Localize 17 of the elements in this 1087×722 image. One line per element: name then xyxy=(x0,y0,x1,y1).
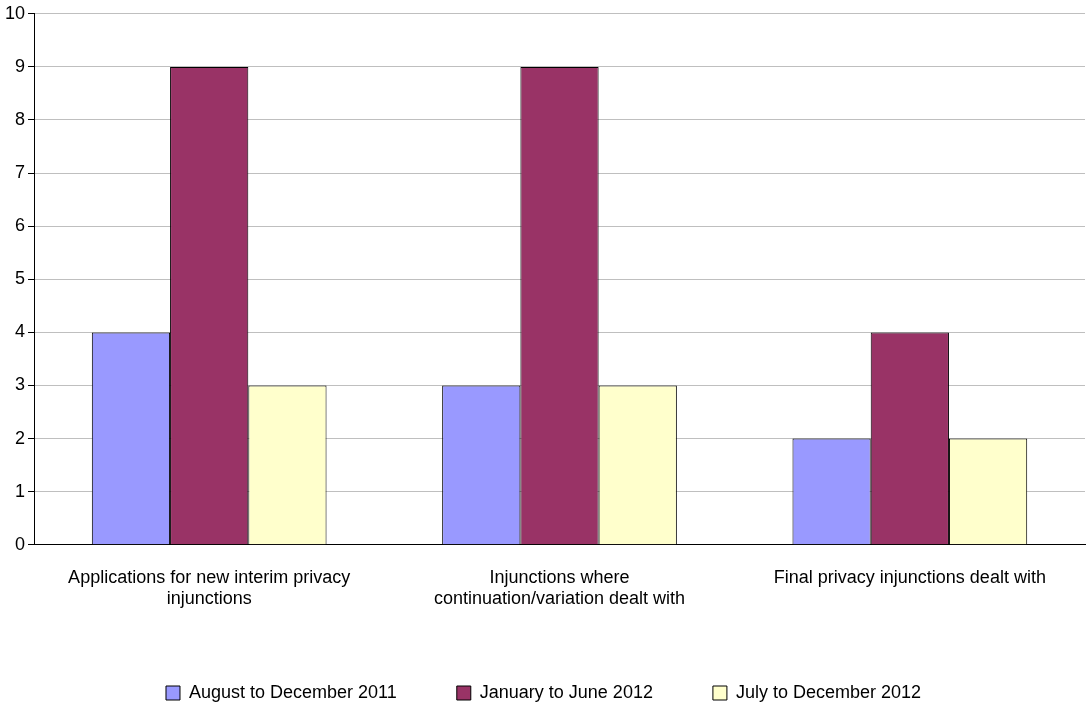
y-tick-label: 4 xyxy=(15,321,26,342)
y-tick-label: 1 xyxy=(15,480,26,501)
y-tick-label: 8 xyxy=(15,108,26,129)
y-tick-label: 3 xyxy=(15,374,26,395)
y-tick-label: 10 xyxy=(4,2,26,23)
y-tick-label: 2 xyxy=(15,427,26,448)
legend-label: August to December 2011 xyxy=(188,681,397,702)
x-tick-label: Injunctions where continuation/variation dealt with xyxy=(433,566,686,609)
legend-label: January to June 2012 xyxy=(479,681,653,702)
y-tick-label: 0 xyxy=(15,533,26,554)
x-tick-label: Final privacy injunctions dealt with xyxy=(773,566,1046,587)
y-tick-label: 7 xyxy=(15,162,26,183)
y-tick-label: 5 xyxy=(15,268,26,289)
y-tick-label: 9 xyxy=(15,55,26,76)
legend-label: July to December 2012 xyxy=(735,681,922,702)
y-tick-label: 6 xyxy=(15,215,26,236)
x-tick-label: Applications for new interim privacy injunctions xyxy=(68,566,351,609)
